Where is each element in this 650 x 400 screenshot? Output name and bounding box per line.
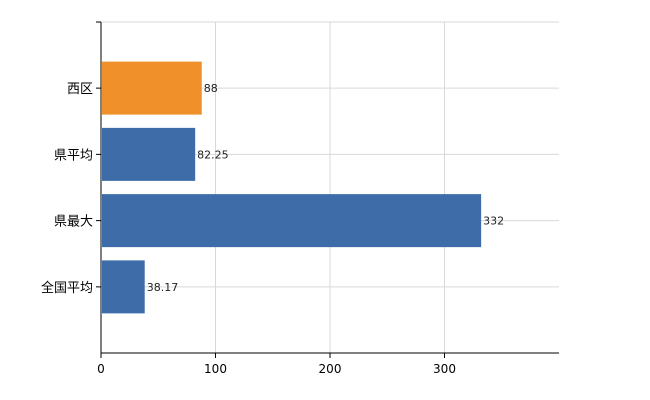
bar-2 <box>102 194 482 248</box>
x-tick-label-2: 200 <box>319 362 342 376</box>
data-label-0: 88 <box>204 82 218 95</box>
x-tick-label-1: 100 <box>204 362 227 376</box>
labels: 88 西区 82.25 県平均 332 県最大 38.17 全国平均 0 100 200 300 <box>41 21 504 376</box>
data-label-2: 332 <box>483 215 504 228</box>
data-label-1: 82.25 <box>197 148 229 161</box>
bar-3 <box>102 260 145 314</box>
data-label-3: 38.17 <box>147 281 179 294</box>
category-label-3: 全国平均 <box>41 280 93 296</box>
category-label-1: 県平均 <box>54 148 93 163</box>
bar-1 <box>102 127 196 181</box>
category-label-0: 西区 <box>67 82 93 97</box>
x-tick-label-0: 0 <box>97 362 105 376</box>
x-tick-label-3: 300 <box>433 362 456 376</box>
bar-0 <box>102 61 202 115</box>
category-label-2: 県最大 <box>54 215 93 230</box>
bars <box>102 61 482 314</box>
